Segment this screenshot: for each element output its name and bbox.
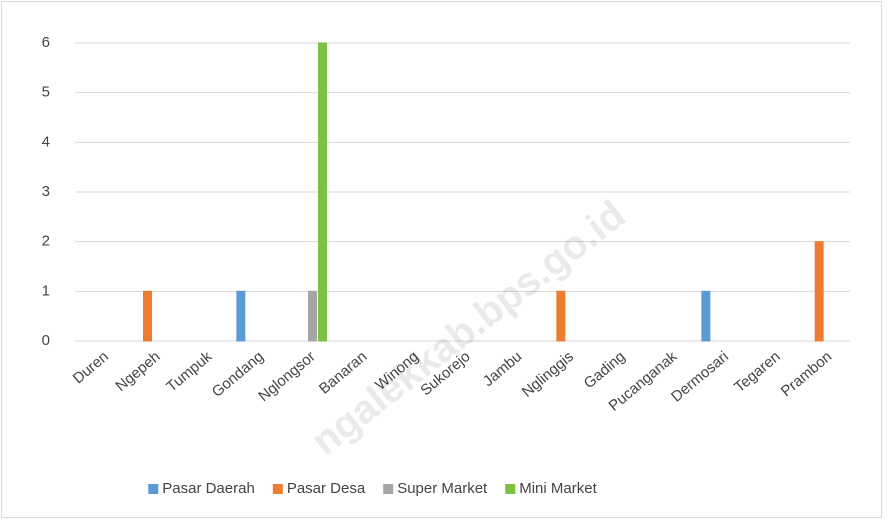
legend-swatch xyxy=(148,484,159,494)
bar xyxy=(318,42,327,342)
y-tick-label: 6 xyxy=(42,34,50,51)
bar xyxy=(236,290,246,342)
y-tick-label: 4 xyxy=(42,133,50,150)
legend-swatch xyxy=(272,484,283,494)
legend-label: Pasar Desa xyxy=(287,480,366,497)
y-tick-label: 1 xyxy=(42,282,50,299)
y-tick-label: 5 xyxy=(42,84,50,101)
legend-label: Mini Market xyxy=(519,480,597,497)
bar xyxy=(556,290,566,342)
legend-swatch xyxy=(505,484,516,494)
bar xyxy=(143,290,152,342)
y-tick-label: 2 xyxy=(42,233,50,250)
legend-label: Super Market xyxy=(397,480,488,497)
y-tick-label: 0 xyxy=(42,332,50,349)
bar xyxy=(814,241,824,342)
legend-swatch xyxy=(383,484,394,494)
bar xyxy=(701,290,711,342)
y-tick-label: 3 xyxy=(42,183,50,200)
chart-frame xyxy=(1,1,882,518)
bar xyxy=(308,290,317,342)
legend-label: Pasar Daerah xyxy=(162,480,255,497)
